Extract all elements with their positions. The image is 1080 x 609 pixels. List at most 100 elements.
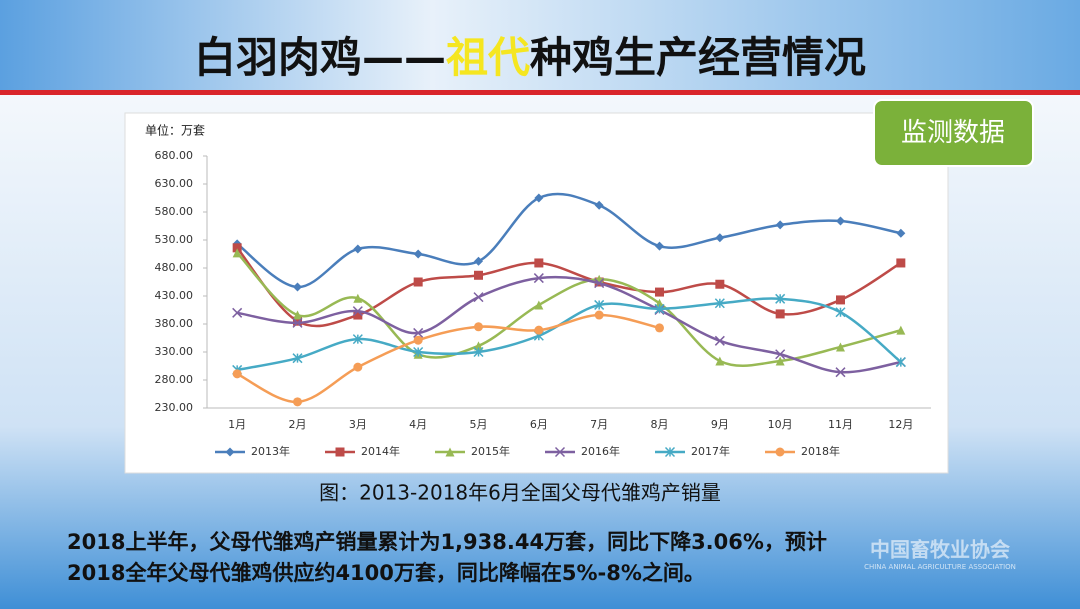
marker [775, 349, 786, 360]
marker [896, 258, 906, 268]
marker [836, 342, 845, 352]
marker [534, 193, 544, 203]
marker [594, 278, 605, 289]
marker [353, 293, 363, 303]
marker [474, 341, 483, 351]
marker [413, 249, 423, 259]
marker [413, 346, 424, 358]
x-tick-label: 5月 [470, 418, 488, 431]
plot: 230.00 280.00 330.00 380.00 430.00 480.00 530.… [155, 149, 931, 458]
y-tick-label: 630.00 [155, 177, 194, 190]
marker [895, 357, 906, 368]
y-tick-label: 530.00 [155, 233, 194, 246]
marker [714, 335, 725, 346]
title-rule [0, 90, 1080, 95]
marker [533, 273, 544, 284]
marker [714, 298, 725, 309]
marker [835, 367, 846, 378]
marker [292, 353, 303, 364]
marker [775, 220, 785, 230]
x-tick-label: 8月 [651, 418, 669, 431]
marker [293, 310, 302, 320]
x-tick-label: 12月 [888, 418, 913, 431]
marker [534, 300, 544, 310]
marker [413, 327, 424, 338]
body-line: 2018上半年，父母代雏鸡产销量累计为1,938.44万套，同比下降3.06%，… [67, 530, 827, 554]
y-tick-label: 480.00 [155, 261, 194, 274]
x-tick-label: 1月 [228, 418, 246, 431]
y-tick-label: 580.00 [155, 205, 194, 218]
marker [474, 270, 483, 280]
unit-label: 单位：万套 [145, 123, 205, 138]
marker [655, 323, 664, 333]
marker [352, 334, 363, 345]
marker [474, 322, 483, 332]
legend-label: 2018年 [801, 444, 840, 458]
legend-label: 2017年 [691, 444, 730, 458]
marker [232, 243, 242, 253]
marker [353, 362, 363, 372]
marker [655, 241, 664, 251]
body-line: 2018全年父母代雏鸡供应约4100万套，同比降幅在5%-8%之间。 [67, 561, 705, 585]
marker [293, 397, 302, 407]
x-tick-label: 7月 [590, 418, 608, 431]
caption: 图：2013-2018年6月全国父母代雏鸡产销量 [319, 481, 721, 505]
marker [293, 316, 302, 326]
x-tick-label: 4月 [409, 418, 427, 431]
legend-marker [225, 447, 235, 457]
marker [293, 282, 302, 292]
title-highlight: 祖代 [446, 33, 530, 82]
marker [775, 309, 785, 319]
marker [352, 306, 363, 317]
marker [775, 356, 785, 366]
title-band [0, 0, 1080, 90]
y-tick-label: 280.00 [155, 373, 194, 386]
watermark-en: CHINA ANIMAL AGRICULTURE ASSOCIATION [864, 563, 1016, 571]
marker [473, 292, 484, 303]
badge-text: 监测数据 [901, 118, 1005, 148]
y-tick-label: 330.00 [155, 345, 194, 358]
marker [232, 248, 242, 258]
legend-label: 2013年 [251, 444, 290, 458]
x-tick-label: 2月 [289, 418, 307, 431]
y-tick-label: 680.00 [155, 149, 194, 162]
series-line [236, 297, 902, 372]
x-tick-label: 10月 [768, 418, 793, 431]
series-line [236, 275, 902, 374]
legend-marker [775, 447, 785, 457]
x-tick-label: 9月 [711, 418, 729, 431]
title-part: 种鸡生产经营情况 [530, 33, 866, 82]
marker [896, 325, 906, 335]
marker [775, 293, 786, 304]
marker [655, 287, 664, 297]
x-tick-label: 6月 [530, 418, 548, 431]
marker [896, 228, 906, 238]
watermark: 中国畜牧业协会 [870, 538, 1010, 562]
marker [594, 310, 604, 320]
x-tick-label: 3月 [349, 418, 367, 431]
marker [534, 258, 544, 268]
marker [715, 356, 725, 366]
marker [534, 325, 544, 335]
legend-marker [445, 447, 455, 457]
x-tick-label: 11月 [828, 418, 853, 431]
legend-marker [554, 446, 566, 458]
marker [473, 346, 484, 358]
marker [654, 303, 665, 314]
title-part: 白羽肉鸡—— [194, 33, 446, 82]
marker [413, 335, 423, 345]
marker [292, 317, 303, 328]
marker [353, 244, 363, 254]
chart-box [124, 112, 949, 474]
legend-marker [335, 447, 345, 457]
marker [715, 279, 725, 289]
marker [594, 299, 605, 310]
marker [836, 295, 845, 305]
y-tick-label: 430.00 [155, 289, 194, 302]
slide-title: 白羽肉鸡——祖代种鸡生产经营情况 [194, 33, 866, 82]
marker [594, 200, 604, 210]
marker [232, 369, 242, 379]
marker [836, 216, 845, 226]
y-tick-label: 230.00 [155, 401, 194, 414]
